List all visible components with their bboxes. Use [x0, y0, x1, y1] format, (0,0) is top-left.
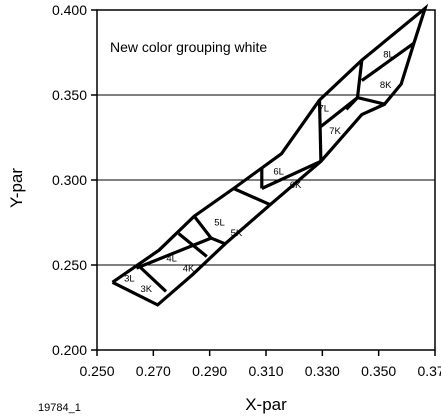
x-tick-label: 0.350 [361, 363, 396, 379]
region-divider [360, 41, 415, 82]
region-divider [177, 232, 208, 258]
region-divider [192, 215, 226, 246]
x-tick-label: 0.330 [305, 363, 340, 379]
region-label: 6L [273, 167, 284, 178]
region-divider [232, 187, 271, 207]
region-label: 7K [329, 126, 341, 137]
y-axis-title: Y-par [7, 168, 26, 208]
region-divider [355, 60, 364, 98]
region-label: 3K [140, 284, 152, 295]
y-tick-label: 0.200 [52, 342, 87, 358]
annotation-text: New color grouping white [110, 39, 267, 55]
region-label: 5L [214, 218, 225, 229]
x-tick-label: 0.290 [192, 363, 227, 379]
region-label: 5K [231, 228, 243, 239]
x-tick-label: 0.370 [417, 363, 441, 379]
region-divider [135, 236, 212, 270]
y-tick-label: 0.250 [52, 257, 87, 273]
axis-ticks [91, 9, 436, 356]
region-outline [111, 3, 429, 307]
region-label: 3L [124, 274, 135, 285]
x-tick-labels: 0.250 0.270 0.290 0.310 0.330 0.350 0.370 [79, 363, 441, 379]
figure-id: 19784_1 [38, 402, 81, 414]
region-divider [317, 100, 323, 162]
color-region-outline [111, 3, 429, 307]
region-label: 4K [183, 263, 195, 274]
region-divider [136, 263, 168, 293]
x-tick-label: 0.250 [79, 363, 114, 379]
y-tick-label: 0.300 [52, 172, 87, 188]
x-tick-label: 0.270 [136, 363, 171, 379]
region-divider [261, 159, 322, 190]
region-label: 4L [166, 253, 177, 264]
region-label: 6K [290, 180, 302, 191]
x-axis-title: X-par [245, 395, 287, 414]
region-label: 7L [318, 104, 329, 115]
y-tick-label: 0.350 [52, 87, 87, 103]
region-label: 8L [383, 49, 394, 60]
y-tick-labels: 0.200 0.250 0.300 0.350 0.400 [52, 2, 87, 358]
x-tick-label: 0.310 [248, 363, 283, 379]
region-label: 8K [380, 80, 392, 91]
region-divider [345, 96, 359, 111]
y-tick-label: 0.400 [52, 2, 87, 18]
